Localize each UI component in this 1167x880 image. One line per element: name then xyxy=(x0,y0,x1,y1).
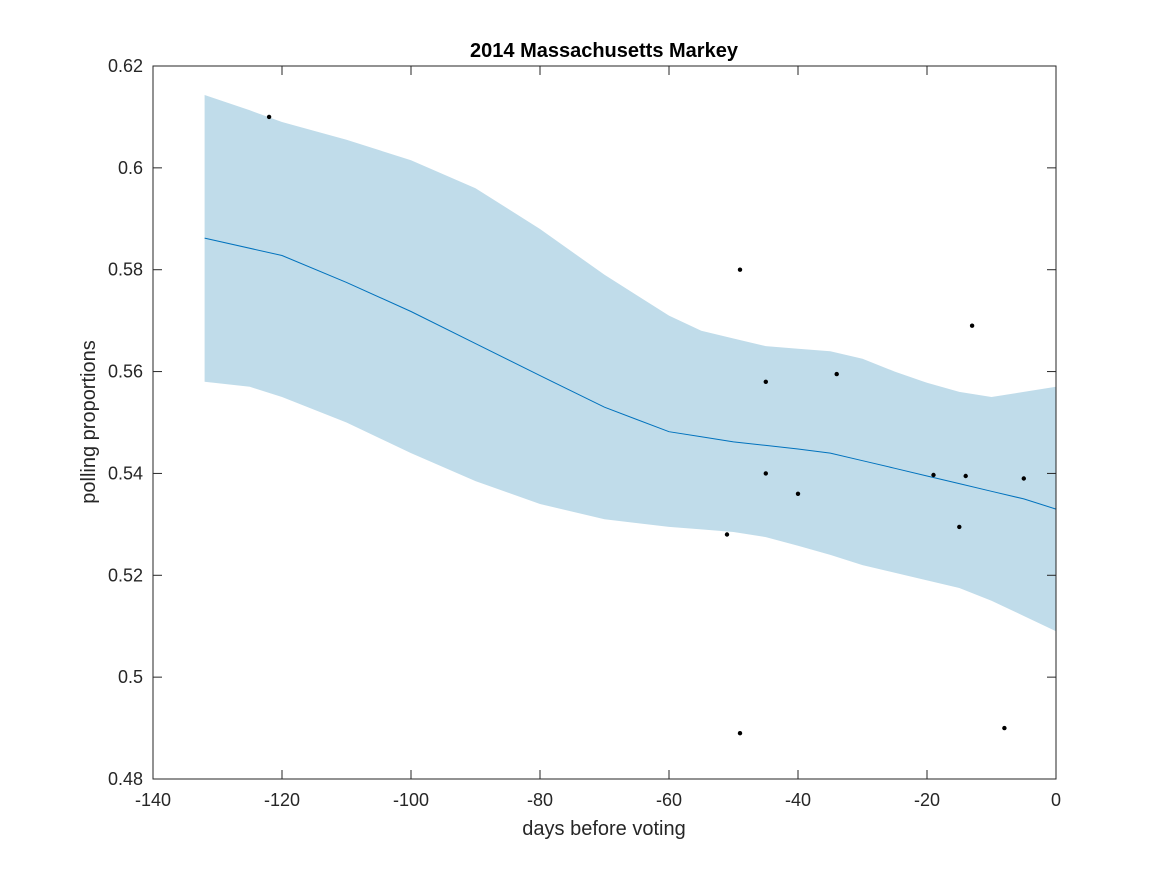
data-point xyxy=(1002,725,1007,731)
data-point xyxy=(1021,476,1026,481)
plot-frame xyxy=(152,65,1057,780)
data-points-layer xyxy=(266,114,1026,736)
x-axis-label: days before voting xyxy=(522,818,685,840)
confidence-band xyxy=(204,95,1057,632)
y-axis-ticks: 0.48 0.5 0.52 0.54 0.56 0.58 0.6 0.62 xyxy=(108,56,1056,789)
y-tick-label: 0.5 xyxy=(118,667,143,687)
y-tick-label: 0.58 xyxy=(108,260,143,280)
data-point xyxy=(737,267,743,272)
x-tick-label: -40 xyxy=(785,790,811,810)
y-tick-label: 0.54 xyxy=(108,463,143,483)
x-axis-ticks: -140 -120 -100 -80 -60 -40 -20 0 xyxy=(135,66,1061,810)
y-tick-label: 0.52 xyxy=(108,565,143,585)
fit-line-layer xyxy=(204,237,1057,510)
data-point xyxy=(724,532,730,537)
x-tick-label: 0 xyxy=(1051,790,1061,810)
x-tick-label: -140 xyxy=(135,790,171,810)
y-tick-label: 0.48 xyxy=(108,769,143,789)
y-tick-label: 0.6 xyxy=(118,158,143,178)
x-tick-label: -20 xyxy=(914,790,940,810)
x-tick-label: -120 xyxy=(264,790,300,810)
data-point xyxy=(737,731,743,736)
chart-title: 2014 Massachusetts Markey xyxy=(470,40,739,62)
data-point xyxy=(763,471,768,476)
x-tick-label: -60 xyxy=(656,790,682,810)
x-tick-label: -100 xyxy=(393,790,429,810)
data-point xyxy=(957,524,962,530)
data-point xyxy=(266,114,272,120)
data-point xyxy=(834,371,839,377)
data-point xyxy=(969,323,975,328)
y-tick-label: 0.56 xyxy=(108,362,143,382)
y-tick-label: 0.62 xyxy=(108,56,143,76)
data-point xyxy=(795,491,801,496)
confidence-band-layer xyxy=(204,95,1057,632)
y-axis-label: polling proportions xyxy=(78,340,100,503)
data-point xyxy=(763,379,768,384)
fit-line xyxy=(204,237,1057,510)
data-point xyxy=(931,472,936,478)
x-tick-label: -80 xyxy=(527,790,553,810)
data-point xyxy=(963,473,968,479)
